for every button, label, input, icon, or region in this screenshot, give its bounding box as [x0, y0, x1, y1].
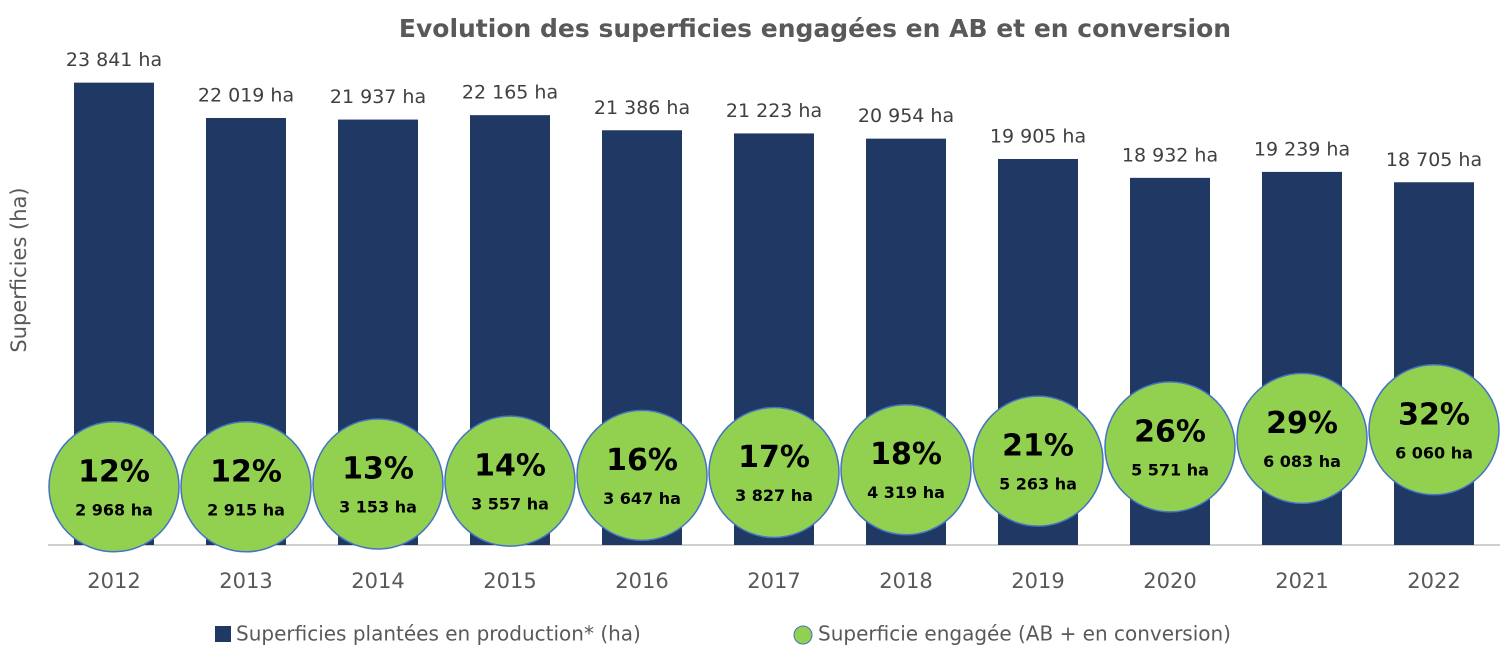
- bar-value-label: 22 165 ha: [462, 82, 558, 104]
- share-bubble: [312, 418, 444, 550]
- legend-label: Superficies plantées en production* (ha): [236, 622, 641, 646]
- x-tick-label: 2018: [879, 569, 932, 593]
- share-bubble: [576, 409, 708, 542]
- area-label: 3 557 ha: [471, 495, 549, 514]
- x-tick-label: 2019: [1011, 569, 1064, 593]
- share-label: 32%: [1398, 397, 1470, 432]
- x-tick-label: 2013: [219, 569, 272, 593]
- share-label: 14%: [474, 449, 546, 484]
- x-tick-label: 2014: [351, 569, 404, 593]
- bar-value-label: 22 019 ha: [198, 84, 294, 106]
- bar-value-label: 19 239 ha: [1254, 138, 1350, 160]
- area-label: 3 827 ha: [735, 486, 813, 505]
- share-bubble: [840, 403, 972, 536]
- bar-value-label: 21 223 ha: [726, 100, 822, 122]
- area-label: 2 915 ha: [207, 500, 285, 519]
- bar-value-label: 23 841 ha: [66, 49, 162, 71]
- area-label: 6 060 ha: [1395, 443, 1473, 462]
- bar-value-label: 21 386 ha: [594, 97, 690, 119]
- bar-value-label: 21 937 ha: [330, 86, 426, 108]
- share-bubble: [444, 415, 576, 547]
- legend-swatch: [215, 626, 231, 642]
- share-bubble: [1104, 381, 1236, 513]
- area-label: 5 263 ha: [999, 475, 1077, 494]
- chart-title: Evolution des superficies engagées en AB…: [399, 14, 1231, 43]
- x-tick-label: 2021: [1275, 569, 1328, 593]
- x-tick-label: 2015: [483, 569, 536, 593]
- area-label: 6 083 ha: [1263, 452, 1341, 471]
- share-bubble: [1236, 372, 1368, 505]
- share-label: 18%: [870, 437, 942, 472]
- y-axis-label: Superficies (ha): [7, 187, 31, 352]
- legend-swatch: [793, 625, 813, 645]
- share-bubble: [1368, 364, 1500, 496]
- area-label: 2 968 ha: [75, 500, 153, 519]
- x-tick-label: 2012: [87, 569, 140, 593]
- area-label: 5 571 ha: [1131, 460, 1209, 479]
- share-bubble: [180, 421, 312, 553]
- share-label: 13%: [342, 451, 414, 486]
- bar-value-label: 18 932 ha: [1122, 144, 1218, 166]
- share-label: 16%: [606, 443, 678, 478]
- share-label: 21%: [1002, 429, 1074, 464]
- legend-label: Superficie engagée (AB + en conversion): [818, 622, 1231, 646]
- share-bubble: [972, 395, 1104, 527]
- bar-value-label: 19 905 ha: [990, 125, 1086, 147]
- share-bubble: [708, 406, 840, 539]
- share-label: 17%: [738, 440, 810, 475]
- share-label: 12%: [210, 454, 282, 489]
- x-tick-label: 2022: [1407, 569, 1460, 593]
- share-bubble: [48, 421, 180, 553]
- area-label: 4 319 ha: [867, 483, 945, 502]
- bar-value-label: 20 954 ha: [858, 105, 954, 127]
- share-label: 12%: [78, 454, 150, 489]
- area-label: 3 153 ha: [339, 497, 417, 516]
- area-label: 3 647 ha: [603, 489, 681, 508]
- x-tick-label: 2017: [747, 569, 800, 593]
- bar-value-label: 18 705 ha: [1386, 149, 1482, 171]
- share-label: 26%: [1134, 414, 1206, 449]
- x-tick-label: 2016: [615, 569, 668, 593]
- share-label: 29%: [1266, 406, 1338, 441]
- x-tick-label: 2020: [1143, 569, 1196, 593]
